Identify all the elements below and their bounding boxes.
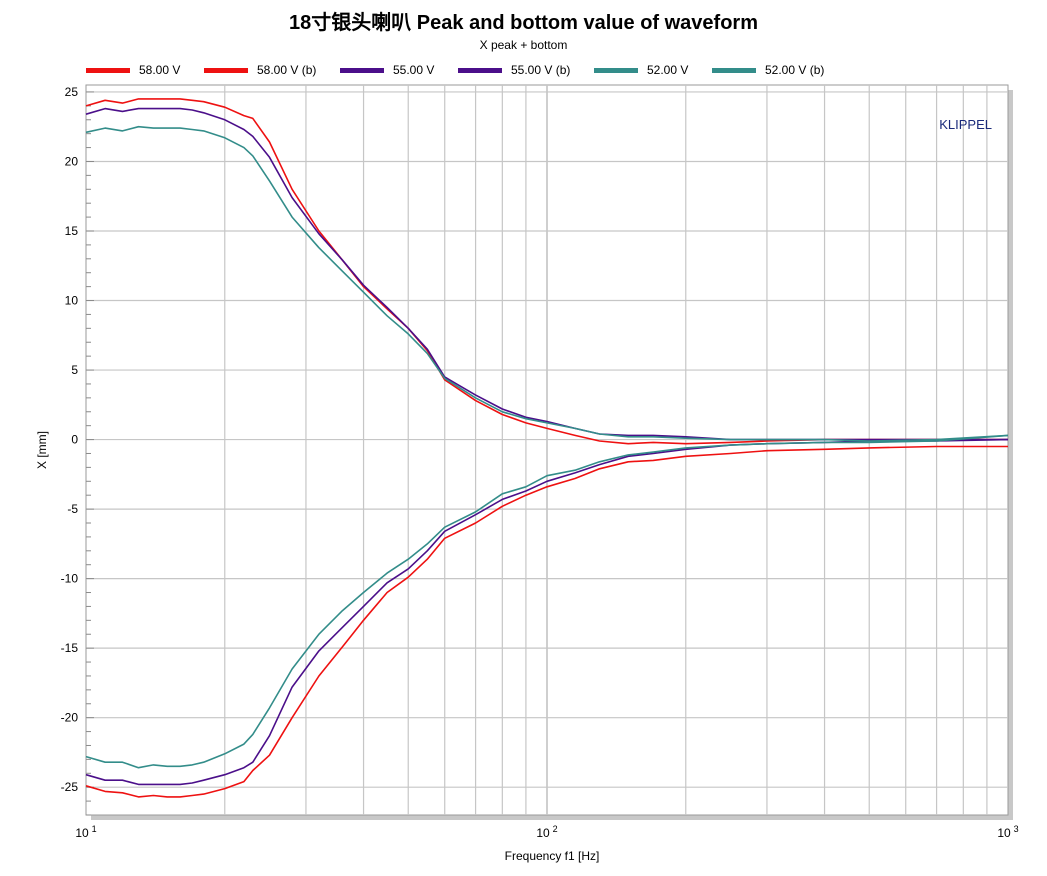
legend-label: 55.00 V (b) xyxy=(511,63,571,77)
y-tick-label: -15 xyxy=(61,641,79,655)
y-tick-label: 20 xyxy=(65,154,79,168)
y-tick-label: -25 xyxy=(61,780,79,794)
legend-item: 55.00 V xyxy=(340,60,434,80)
legend-label: 55.00 V xyxy=(393,63,435,77)
legend-swatch xyxy=(712,67,756,73)
series-group xyxy=(85,98,1009,798)
legend-item: 55.00 V (b) xyxy=(458,60,570,80)
legend-label: 52.00 V (b) xyxy=(765,63,825,77)
series-line-6 xyxy=(85,434,1009,769)
x-tick-label: 10 2 xyxy=(536,824,557,840)
y-axis-label: X [mm] xyxy=(35,431,49,469)
y-tick-label: -10 xyxy=(61,572,79,586)
legend-item: 58.00 V xyxy=(86,60,180,80)
legend-label: 58.00 V (b) xyxy=(257,63,317,77)
legend-swatch xyxy=(458,67,502,73)
y-tick-label: 0 xyxy=(71,433,78,447)
legend-item: 58.00 V (b) xyxy=(204,60,316,80)
y-tick-label: -5 xyxy=(67,502,78,516)
chart-title: 18寸银头喇叭 Peak and bottom value of wavefor… xyxy=(289,12,758,34)
series-line-2 xyxy=(85,445,1008,798)
series-line-3 xyxy=(85,107,1008,441)
legend-label: 58.00 V xyxy=(139,63,181,77)
x-axis-label: Frequency f1 [Hz] xyxy=(505,849,600,863)
y-tick-label: 25 xyxy=(65,85,79,99)
legend-item: 52.00 V xyxy=(594,60,688,80)
x-tick-label: 10 1 xyxy=(75,824,96,840)
grid xyxy=(86,85,1008,816)
y-tick-label: 10 xyxy=(65,294,79,308)
legend-item: 52.00 V (b) xyxy=(712,60,824,80)
chart-legend: 58.00 V 58.00 V (b) 55.00 V 55.00 V (b) 52.0… xyxy=(86,60,1026,80)
y-tick-label: 15 xyxy=(65,224,79,238)
klippel-watermark: KLIPPEL xyxy=(939,117,992,132)
series-line-4 xyxy=(85,438,1009,786)
y-tick-label: 5 xyxy=(71,363,78,377)
legend-swatch xyxy=(204,67,248,73)
x-tick-label: 10 3 xyxy=(997,824,1018,840)
y-tick-label: -20 xyxy=(61,711,79,725)
legend-swatch xyxy=(594,67,638,73)
legend-swatch xyxy=(340,67,384,73)
legend-swatch xyxy=(86,67,130,73)
legend-label: 52.00 V xyxy=(647,63,689,77)
chart-subtitle: X peak + bottom xyxy=(479,38,568,52)
series-line-5 xyxy=(85,125,1009,442)
